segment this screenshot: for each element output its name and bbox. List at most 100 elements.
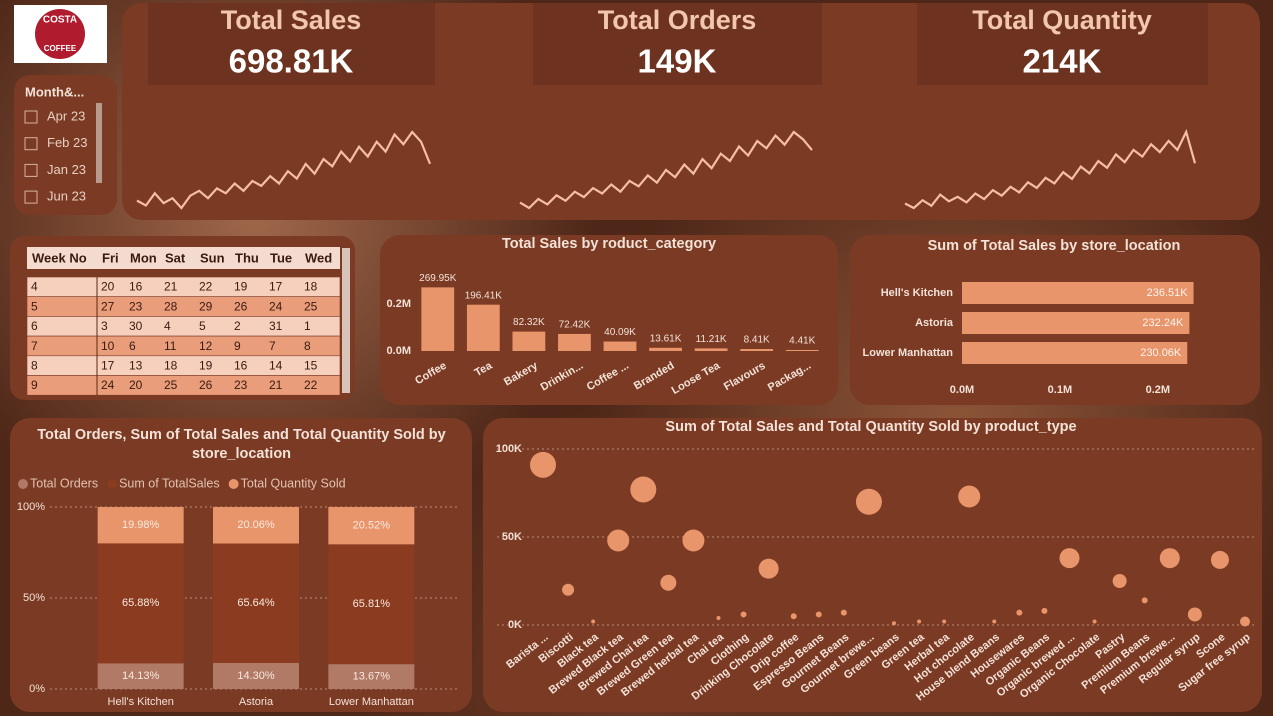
bubble	[1041, 607, 1048, 614]
table-cell: 6	[31, 319, 38, 333]
table-cell: 29	[199, 299, 213, 313]
bubble	[1141, 597, 1148, 604]
sparkline	[136, 130, 432, 210]
table-row	[26, 276, 341, 298]
bar-segment	[97, 507, 184, 544]
table-cell: 1	[304, 319, 311, 333]
scrollbar[interactable]	[342, 248, 350, 393]
chart-panel	[483, 418, 1262, 712]
data-label: 4.41K	[789, 336, 815, 347]
checkbox[interactable]	[24, 137, 38, 151]
table-cell: 10	[101, 339, 115, 353]
checkbox[interactable]	[24, 190, 38, 204]
checkbox[interactable]	[24, 163, 38, 177]
bubble	[942, 619, 947, 624]
slicer-item[interactable]: Apr 23	[47, 108, 85, 123]
table-header: Thu	[235, 250, 259, 265]
y-tick-label: 0.2M	[387, 298, 411, 310]
y-tick-label: 50%	[23, 592, 45, 604]
kpi-card	[148, 3, 435, 85]
bar-segment	[97, 663, 184, 689]
kpi-value: 214K	[1023, 43, 1102, 80]
data-label: 11.21K	[696, 334, 727, 345]
bar-segment	[213, 662, 299, 689]
table-cell: 22	[199, 280, 213, 294]
bar	[512, 331, 546, 351]
table-row	[26, 296, 341, 317]
slicer-item[interactable]: Jun 23	[47, 189, 86, 204]
slicer-title: Month&...	[25, 84, 84, 99]
bubble	[1159, 548, 1180, 569]
table-cell: 5	[199, 319, 206, 333]
slicer-panel	[14, 75, 117, 215]
y-tick-label: 0.0M	[387, 345, 411, 357]
bubble	[840, 609, 847, 616]
table-cell: 18	[304, 280, 318, 294]
bar	[603, 341, 637, 351]
slicer-item[interactable]: Feb 23	[47, 135, 87, 150]
bar	[962, 282, 1194, 304]
table-cell: 5	[31, 299, 38, 313]
y-tick-label: 100%	[17, 501, 45, 513]
bubble	[790, 613, 797, 620]
logo-text: COFFEE	[44, 44, 77, 53]
x-tick-label: Lower Manhattan	[329, 696, 414, 708]
y-tick-label: 0%	[29, 683, 45, 695]
data-label: 14.30%	[237, 670, 275, 682]
data-label: 13.67%	[353, 670, 391, 682]
bar-segment	[97, 543, 184, 664]
data-label: 65.81%	[353, 598, 391, 610]
table-cell: 2	[234, 319, 241, 333]
chart-title: Total Orders, Sum of Total Sales and Tot…	[37, 427, 446, 462]
scrollbar[interactable]	[96, 103, 102, 183]
kpi-label: Total Sales	[221, 5, 362, 35]
bar-segment	[213, 507, 299, 544]
bubble	[630, 476, 657, 503]
y-tick-label: Hell's Kitchen	[881, 287, 954, 299]
x-tick-label: 0.0M	[950, 384, 974, 396]
data-label: 232.24K	[1142, 317, 1184, 329]
x-tick-label: 0.2M	[1146, 384, 1170, 396]
table-cell: 25	[304, 299, 318, 313]
table-cell: 13	[129, 358, 143, 372]
data-label: 14.13%	[122, 670, 160, 682]
kpi-label: Total Orders	[598, 5, 757, 35]
table-cell: 22	[304, 378, 318, 392]
chart-title: Total Sales by roduct_category	[502, 236, 716, 252]
sparkline	[519, 130, 813, 210]
table-cell: 9	[234, 339, 241, 353]
y-tick-label: Lower Manhattan	[863, 347, 954, 359]
bubble	[562, 583, 575, 596]
table-cell: 25	[164, 378, 178, 392]
bubble	[815, 611, 822, 618]
checkbox[interactable]	[24, 110, 38, 124]
table-cell: 6	[129, 339, 136, 353]
table-row	[26, 355, 341, 376]
legend-marker	[228, 479, 239, 489]
bubble	[607, 529, 630, 552]
bubble	[1210, 550, 1229, 569]
slicer-item[interactable]: Jan 23	[47, 162, 86, 177]
bubble	[758, 558, 779, 579]
table-cell: 28	[164, 299, 178, 313]
table-header: Sat	[165, 250, 186, 265]
bubble	[660, 574, 677, 591]
kpi-card	[533, 3, 822, 85]
table-header-bg	[27, 247, 340, 269]
sparkline	[904, 128, 1197, 210]
kpi-card	[917, 3, 1208, 85]
table-cell: 7	[31, 339, 38, 353]
bar	[962, 312, 1190, 334]
bubble	[1016, 609, 1023, 616]
table-header: Wed	[305, 250, 332, 265]
data-label: 40.09K	[604, 327, 636, 338]
bar	[558, 333, 591, 351]
table-row	[26, 316, 341, 337]
table-cell: 8	[31, 358, 38, 372]
data-label: 20.06%	[237, 519, 275, 531]
legend-marker	[18, 479, 28, 489]
kpi-label: Total Quantity	[972, 5, 1152, 35]
data-label: 65.64%	[237, 597, 275, 609]
table-cell: 23	[234, 378, 248, 392]
